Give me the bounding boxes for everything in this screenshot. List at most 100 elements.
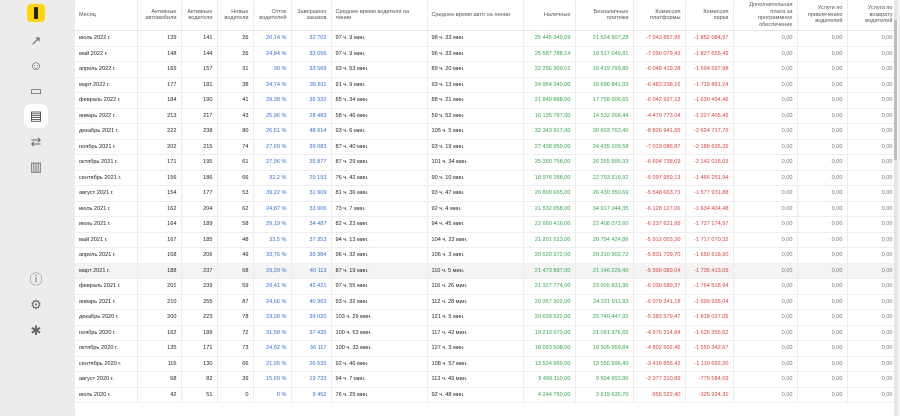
table-cell: февраль 2021 г.: [75, 278, 138, 295]
yandex-logo[interactable]: [27, 4, 45, 22]
table-row[interactable]: май 2022 г. 148 144 26 24,84 % 33 056 97 ч. 9 …: [75, 46, 897, 62]
table-cell: 0,00: [797, 201, 848, 217]
column-header[interactable]: Среднее время авто на линии: [427, 0, 524, 31]
table-row[interactable]: февраль 2021 г. 201 239 59 29,41 % 42 421 97 ч…: [75, 278, 897, 295]
table-cell: 97 ч. 55 мин.: [331, 278, 428, 295]
table-cell: 0,00: [847, 92, 897, 109]
table-row[interactable]: сентябрь 2020 г. 116 130 66 21,95 % 26 535 92 …: [75, 356, 897, 372]
table-row[interactable]: декабрь 2020 г. 200 223 78 23,28 % 39 020 103 …: [75, 309, 897, 326]
column-header[interactable]: Наличные: [523, 0, 576, 31]
table-cell: 0,00: [733, 263, 798, 279]
table-row[interactable]: март 2022 г. 177 181 38 24,74 % 35 811 91 ч. 9…: [75, 77, 897, 93]
chart-line-icon[interactable]: ↗: [30, 33, 42, 48]
table-cell: 104 ч. 22 мин.: [427, 232, 524, 248]
user-icon[interactable]: ☺: [29, 58, 43, 73]
table-cell: 108 ч. 57 мин.: [427, 356, 524, 372]
table-cell: 22 408 073,60: [575, 216, 634, 233]
table-cell: -6 237 621,95: [633, 216, 686, 233]
table-cell: 9 452: [291, 387, 332, 403]
table-cell: 195: [181, 154, 218, 171]
table-row[interactable]: июль 2022 г. 139 141 26 20,14 % 32 702 97 ч. 9…: [75, 30, 897, 47]
table-cell: 255: [181, 294, 218, 310]
column-header[interactable]: Среднее время водителя на линии: [331, 0, 428, 31]
table-cell: 0,00: [733, 139, 798, 155]
table-row[interactable]: ноябрь 2020 г. 162 189 72 31,58 % 37 435 100 ч…: [75, 325, 897, 341]
column-header[interactable]: Комиссия платформы: [633, 0, 686, 31]
table-row[interactable]: октябрь 2021 г. 171 195 61 27,96 % 35 877 87 ч…: [75, 154, 897, 171]
table-cell: 148: [137, 46, 182, 62]
table-cell: 74: [217, 139, 254, 155]
report-icon[interactable]: ▤: [27, 107, 45, 125]
table-row[interactable]: июль 2021 г. 162 204 62 24,87 % 33 906 73 ч. 7…: [75, 201, 897, 217]
column-header[interactable]: Комиссия парка: [685, 0, 734, 31]
table-cell: 200: [137, 309, 182, 326]
table-cell: 201: [137, 278, 182, 295]
table-row[interactable]: сентябрь 2021 г. 156 186 66 32,2 % 29 193 76 ч…: [75, 170, 897, 186]
table-cell: 40 113: [291, 263, 332, 279]
table-cell: -1 594 597,98: [685, 61, 734, 78]
table-cell: 48 614: [291, 123, 332, 140]
table-cell: 0,00: [847, 77, 897, 93]
table-row[interactable]: июнь 2021 г. 164 189 58 29,19 % 34 487 82 ч. 2…: [75, 216, 897, 233]
column-header[interactable]: Услуги по привлечению водителей: [797, 0, 848, 31]
table-cell: 19 733: [291, 371, 332, 388]
table-cell: 62: [217, 201, 254, 217]
table-cell: апрель 2022 г.: [75, 61, 138, 78]
table-cell: 87: [217, 294, 254, 310]
table-cell: март 2022 г.: [75, 77, 138, 93]
table-row[interactable]: ноябрь 2021 г. 202 215 74 27,69 % 39 083 87 ч.…: [75, 139, 897, 155]
table-cell: 30 %: [253, 61, 292, 78]
table-cell: 96 ч. 33 мин.: [427, 46, 524, 62]
table-row[interactable]: январь 2021 г. 210 255 87 24,66 % 40 963 93 ч.…: [75, 294, 897, 310]
table-cell: 94 ч. 45 мин.: [427, 216, 524, 233]
bug-icon[interactable]: ✱: [30, 323, 42, 338]
column-header[interactable]: Новые водители: [217, 0, 254, 31]
table-row[interactable]: февраль 2022 г. 184 190 41 29,38 % 35 332 85 ч…: [75, 92, 897, 109]
info-icon[interactable]: ⓘ: [29, 272, 43, 287]
table-cell: 0,00: [847, 170, 897, 186]
table-row[interactable]: май 2021 г. 167 185 48 33,5 % 37 353 94 ч. 13 …: [75, 232, 897, 248]
settings-icon[interactable]: ⚙: [30, 297, 42, 312]
table-row[interactable]: март 2021 г. 188 237 68 29,29 % 40 113 87 ч. 1…: [75, 263, 897, 279]
scrollbar-thumb[interactable]: [894, 20, 897, 160]
table-cell: 103 ч. 29 мин.: [331, 309, 428, 326]
column-header[interactable]: Активные автомобили: [137, 0, 182, 31]
table-row[interactable]: июль 2020 г. 42 51 0 0 % 9 452 76 ч. 25 мин. 92…: [75, 387, 897, 403]
table-cell: 189: [181, 325, 218, 341]
table-cell: 76 ч. 25 мин.: [331, 387, 428, 403]
table-row[interactable]: апрель 2021 г. 168 206 49 33,76 % 39 384 96 ч.…: [75, 247, 897, 264]
table-cell: 66: [217, 356, 254, 372]
table-row[interactable]: январь 2022 г. 213 217 43 25,96 % 28 483 58 ч.…: [75, 108, 897, 124]
column-header[interactable]: Дополнительная плата за программное обес…: [733, 0, 798, 31]
table-cell: 21 146 229,40: [575, 263, 634, 279]
table-cell: 39,22 %: [253, 185, 292, 202]
table-cell: 121 ч. 5 мин.: [427, 309, 524, 326]
column-header[interactable]: Завершено заказов: [291, 0, 332, 31]
column-header[interactable]: Отток водителей: [253, 0, 292, 31]
table-cell: 0,00: [733, 185, 798, 202]
column-header[interactable]: Активные водители: [181, 0, 218, 31]
table-cell: 68: [137, 371, 182, 388]
column-header[interactable]: Услуга по возврату водителей: [847, 0, 897, 31]
table-cell: 66: [217, 170, 254, 186]
column-header[interactable]: Месяц: [75, 0, 138, 31]
table-cell: 24,62 %: [253, 340, 292, 357]
swap-icon[interactable]: ⇄: [30, 134, 42, 149]
table-cell: 238: [181, 123, 218, 140]
table-row[interactable]: август 2020 г. 68 82 39 15,69 % 19 733 94 ч. 7…: [75, 371, 897, 388]
table-row[interactable]: октябрь 2020 г. 135 171 73 24,62 % 36 117 100 …: [75, 340, 897, 357]
table-cell: 0,00: [797, 216, 848, 233]
table-row[interactable]: апрель 2022 г. 165 157 31 30 % 33 569 93 ч. 53…: [75, 61, 897, 78]
vertical-scrollbar[interactable]: [894, 0, 897, 416]
table-cell: ноябрь 2021 г.: [75, 139, 138, 155]
car-icon[interactable]: ▭: [29, 83, 43, 98]
table-cell: 0,00: [733, 247, 798, 264]
table-row[interactable]: декабрь 2021 г. 222 238 80 26,51 % 48 614 93 ч…: [75, 123, 897, 140]
table-cell: 24 221 911,93: [575, 294, 634, 310]
column-header[interactable]: Безналичные платежи: [575, 0, 634, 31]
table-cell: 0,00: [797, 154, 848, 171]
table-cell: -1 626 355,62: [685, 325, 734, 341]
book-icon[interactable]: ▥: [29, 159, 43, 174]
table-row[interactable]: август 2021 г. 154 177 53 39,22 % 31 909 81 ч.…: [75, 185, 897, 202]
table-cell: 96 ч. 32 мин.: [331, 247, 428, 264]
